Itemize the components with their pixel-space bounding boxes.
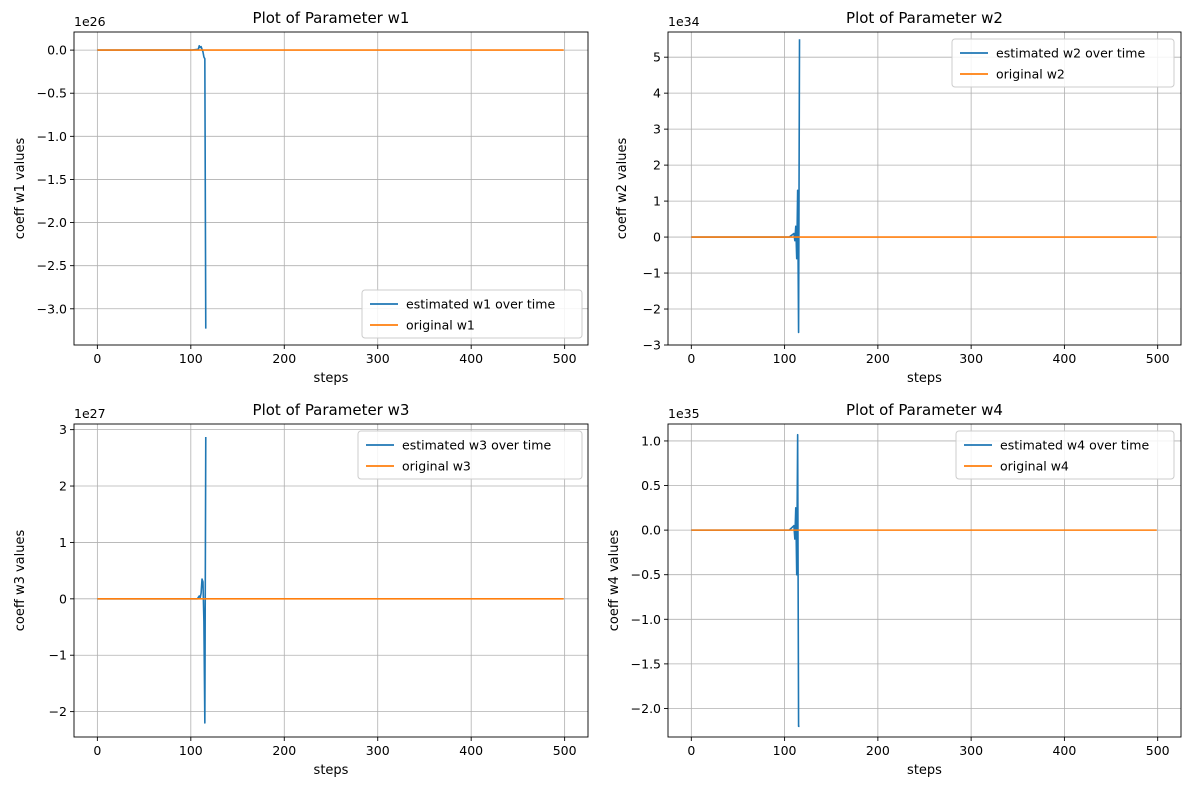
x-axis-label: steps [907,371,942,386]
legend-box [951,38,1175,88]
y-tick-label: −1 [643,266,661,281]
x-tick-label: 400 [1052,743,1076,758]
y-tick-label: −1.5 [37,172,67,187]
axes-frame [667,423,1182,738]
y-tick-label: −1.5 [631,656,661,671]
y-axis-label: coeff w2 values [615,138,630,240]
y-tick-label: −2.0 [631,701,661,716]
legend-box [357,430,583,480]
x-tick-label: 200 [272,743,296,758]
y-tick-label: 1 [59,535,67,550]
y-tick-label: −1 [49,648,67,663]
x-tick-label: 400 [459,743,483,758]
x-tick-label: 0 [687,351,695,366]
legend-label: original w1 [406,318,475,333]
axes-frame [667,31,1182,346]
legend-label: estimated w1 over time [406,297,555,312]
x-tick-label: 300 [366,743,390,758]
y-tick-label: −2.0 [37,215,67,230]
x-tick-label: 400 [1052,351,1076,366]
x-tick-label: 200 [866,351,890,366]
x-tick-label: 100 [773,743,797,758]
legend-box [955,430,1175,480]
legend: estimated w1 over time original w1 [361,289,583,339]
chart-title: Plot of Parameter w1 [253,9,410,27]
x-axis-label: steps [907,763,942,778]
x-tick-label: 0 [93,351,101,366]
axis-offset-text: 1e34 [668,14,700,29]
subplot-2: 0 100 200 300 400 500 5 4 3 2 1 0 −1 −2 −3 1e34 Plot of … [615,9,1182,386]
y-tick-label: −2 [643,302,661,317]
y-tick-label: −2.5 [37,258,67,273]
y-tick-label: 1 [653,194,661,209]
y-tick-label: −3.0 [37,301,67,316]
x-tick-label: 400 [459,351,483,366]
estimated-series-line [97,436,207,724]
subplot-3: 0 100 200 300 400 500 3 2 1 0 −1 −2 1e27 Plot of Para… [13,401,589,778]
x-tick-label: 500 [1146,743,1170,758]
x-tick-label: 300 [366,351,390,366]
y-tick-label: 4 [653,86,661,101]
axis-offset-text: 1e27 [74,406,106,421]
y-tick-label: 0 [653,230,661,245]
x-tick-label: 100 [773,351,797,366]
legend: estimated w4 over time original w4 [955,430,1175,480]
x-tick-label: 200 [866,743,890,758]
axis-offset-text: 1e26 [74,14,106,29]
y-tick-label: −0.5 [37,86,67,101]
x-tick-label: 500 [553,743,577,758]
estimated-series-line [691,39,801,334]
axes-frame [73,31,589,346]
estimated-series-line [97,44,207,329]
subplot-4: 0 100 200 300 400 500 1.0 0.5 0.0 −0.5 −1.0 −1.5 −2.… [607,401,1182,778]
x-tick-label: 500 [1146,351,1170,366]
y-tick-label: 0.5 [641,478,661,493]
y-tick-label: 1.0 [641,433,661,448]
y-tick-label: 0 [59,591,67,606]
legend-label: estimated w2 over time [996,46,1145,61]
y-tick-label: 0.0 [641,523,661,538]
y-axis-label: coeff w4 values [607,530,622,632]
x-axis-label: steps [314,371,349,386]
x-tick-label: 100 [179,743,203,758]
x-tick-label: 300 [959,743,983,758]
x-axis-label: steps [314,763,349,778]
axis-offset-text: 1e35 [668,406,700,421]
chart-title: Plot of Parameter w4 [846,401,1003,419]
x-tick-label: 300 [959,351,983,366]
y-tick-label: 2 [59,479,67,494]
legend: estimated w3 over time original w3 [357,430,583,480]
x-tick-label: 100 [179,351,203,366]
chart-title: Plot of Parameter w3 [253,401,410,419]
legend-label: original w3 [402,459,471,474]
legend: estimated w2 over time original w2 [951,38,1175,88]
y-axis-label: coeff w1 values [13,138,28,240]
y-axis-label: coeff w3 values [13,530,28,632]
chart-title: Plot of Parameter w2 [846,9,1003,27]
y-tick-label: −0.5 [631,567,661,582]
estimated-series-line [691,433,800,728]
legend-box [361,289,583,339]
y-tick-label: −1.0 [37,129,67,144]
subplot-1: 0 100 200 300 400 500 0.0 −0.5 −1.0 −1.5 −2.0 −2.5 −… [13,9,589,386]
y-tick-label: −2 [49,704,67,719]
x-tick-label: 0 [687,743,695,758]
x-tick-label: 500 [553,351,577,366]
legend-label: estimated w3 over time [402,438,551,453]
x-tick-label: 0 [93,743,101,758]
y-tick-label: 0.0 [47,43,67,58]
y-tick-label: −1.0 [631,612,661,627]
y-tick-label: −3 [643,338,661,353]
legend-label: original w2 [996,67,1065,82]
x-tick-label: 200 [272,351,296,366]
y-tick-label: 5 [653,50,661,65]
y-tick-label: 3 [59,422,67,437]
y-tick-label: 2 [653,158,661,173]
legend-label: estimated w4 over time [1000,438,1149,453]
y-tick-label: 3 [653,122,661,137]
axes-frame [73,423,589,738]
legend-label: original w4 [1000,459,1069,474]
